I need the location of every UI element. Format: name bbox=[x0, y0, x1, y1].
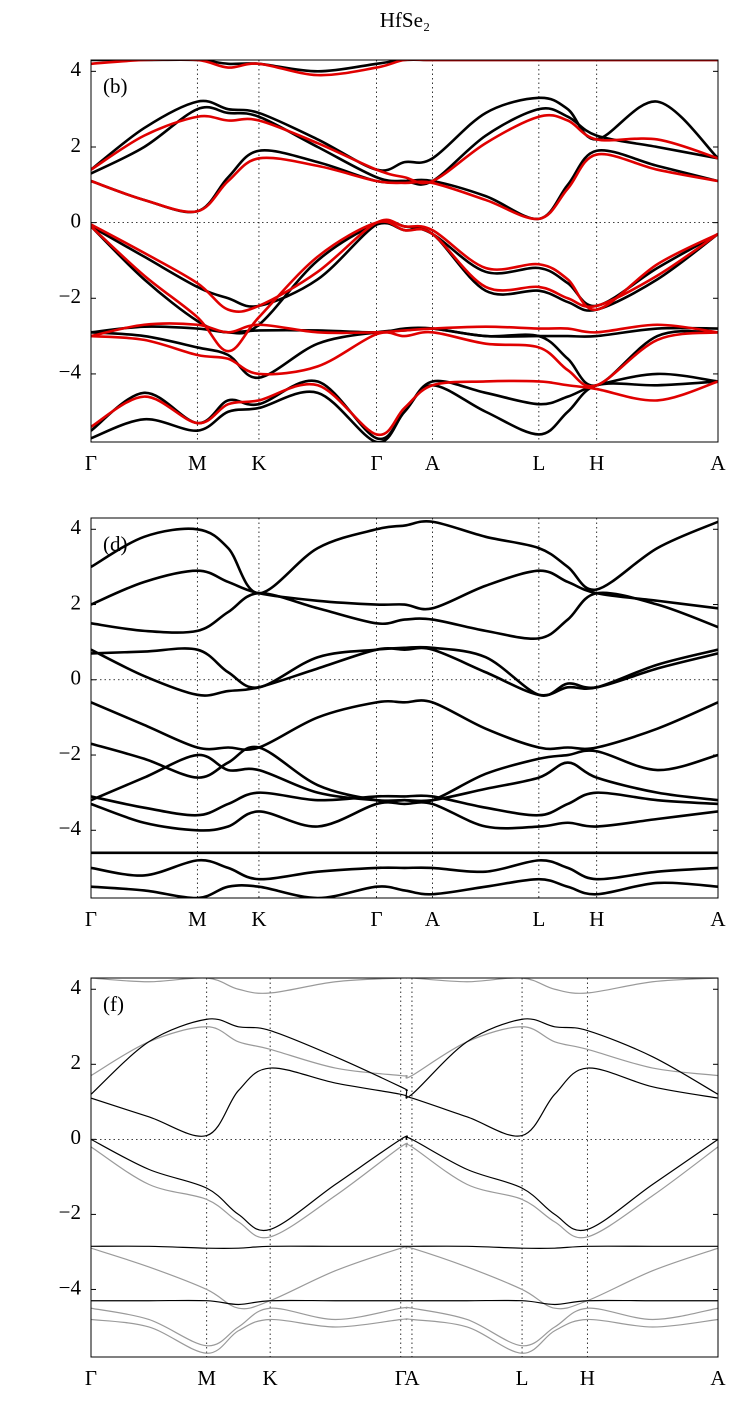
y-tick-label: 4 bbox=[71, 57, 82, 81]
band-line bbox=[91, 60, 718, 77]
plot-area bbox=[91, 978, 718, 1354]
figure-title: HfSe₂ bbox=[380, 8, 430, 32]
band-line bbox=[91, 105, 718, 186]
band-line bbox=[91, 645, 718, 697]
axes-frame bbox=[90, 59, 719, 443]
x-tick-label: Γ bbox=[370, 451, 382, 475]
y-tick-label: −2 bbox=[59, 1200, 81, 1224]
x-tick-label: K bbox=[263, 1366, 278, 1390]
x-tick-label: L bbox=[516, 1366, 529, 1390]
x-tick-label: Γ bbox=[85, 1366, 97, 1390]
panel-label: (b) bbox=[103, 74, 128, 98]
band-line bbox=[91, 858, 718, 881]
x-tick-label: A bbox=[425, 907, 441, 931]
band-line bbox=[91, 148, 718, 221]
band-line bbox=[91, 800, 718, 832]
x-tick-label: A bbox=[710, 907, 726, 931]
plot-area bbox=[91, 520, 718, 898]
x-tick-label: L bbox=[532, 451, 545, 475]
x-tick-label: H bbox=[589, 907, 604, 931]
band-line bbox=[91, 60, 718, 73]
x-tick-label: Γ bbox=[85, 907, 97, 931]
y-tick-label: 2 bbox=[71, 590, 82, 614]
panel-label: (f) bbox=[103, 992, 124, 1016]
x-tick-label: L bbox=[532, 907, 545, 931]
band-line bbox=[91, 742, 718, 804]
y-tick-label: 4 bbox=[71, 515, 82, 539]
y-tick-label: 0 bbox=[71, 666, 82, 690]
band-line bbox=[91, 1135, 718, 1232]
x-tick-label: M bbox=[188, 907, 207, 931]
band-line bbox=[91, 877, 718, 898]
band-line bbox=[91, 1142, 718, 1239]
x-tick-label: Γ bbox=[85, 451, 97, 475]
y-tick-label: 2 bbox=[71, 1050, 82, 1074]
x-tick-label: A bbox=[710, 1366, 726, 1390]
band-line bbox=[91, 1306, 718, 1347]
band-line bbox=[91, 380, 718, 442]
x-tick-label: Γ bbox=[395, 1366, 407, 1390]
band-line bbox=[91, 322, 718, 338]
panel: Γ M K Γ A L H A −4 −2 0 2 4 (d) bbox=[59, 515, 727, 931]
plot-area bbox=[91, 60, 718, 442]
y-tick-label: 2 bbox=[71, 133, 82, 157]
band-line bbox=[91, 330, 718, 388]
band-line bbox=[91, 591, 718, 641]
band-line bbox=[91, 152, 718, 221]
band-line bbox=[91, 218, 718, 314]
band-line bbox=[91, 113, 718, 185]
band-line bbox=[91, 569, 718, 611]
axes-frame bbox=[90, 977, 719, 1358]
panel-label: (d) bbox=[103, 532, 128, 556]
band-line bbox=[91, 520, 718, 595]
y-tick-label: −4 bbox=[59, 1275, 82, 1299]
band-line bbox=[91, 1245, 718, 1250]
x-tick-label: K bbox=[251, 451, 266, 475]
band-line bbox=[91, 379, 718, 437]
y-tick-label: −4 bbox=[59, 816, 82, 840]
band-line bbox=[91, 1245, 718, 1310]
y-tick-label: 0 bbox=[71, 208, 82, 232]
y-tick-label: −4 bbox=[59, 360, 82, 384]
y-tick-label: −2 bbox=[59, 284, 81, 308]
y-tick-label: 0 bbox=[71, 1125, 82, 1149]
band-line bbox=[91, 699, 718, 752]
band-line bbox=[91, 753, 718, 803]
band-line bbox=[91, 1299, 718, 1306]
band-line bbox=[91, 1318, 718, 1354]
y-tick-label: −2 bbox=[59, 741, 81, 765]
axes-frame bbox=[90, 517, 719, 899]
band-line bbox=[91, 1067, 718, 1137]
panel: Γ M K Γ A L H A −4 −2 0 2 4 (b) bbox=[59, 57, 727, 475]
band-line bbox=[91, 978, 718, 994]
x-tick-label: H bbox=[589, 451, 604, 475]
y-tick-label: 4 bbox=[71, 975, 82, 999]
x-tick-label: A bbox=[404, 1366, 420, 1390]
band-line bbox=[91, 1026, 718, 1079]
x-tick-label: M bbox=[197, 1366, 216, 1390]
x-tick-label: M bbox=[188, 451, 207, 475]
x-tick-label: K bbox=[251, 907, 266, 931]
x-tick-label: Γ bbox=[370, 907, 382, 931]
band-line bbox=[91, 646, 718, 697]
x-tick-label: A bbox=[425, 451, 441, 475]
band-line bbox=[91, 221, 718, 335]
band-line bbox=[91, 1018, 718, 1098]
band-line bbox=[91, 791, 718, 817]
x-tick-label: H bbox=[580, 1366, 595, 1390]
x-tick-label: A bbox=[710, 451, 726, 475]
